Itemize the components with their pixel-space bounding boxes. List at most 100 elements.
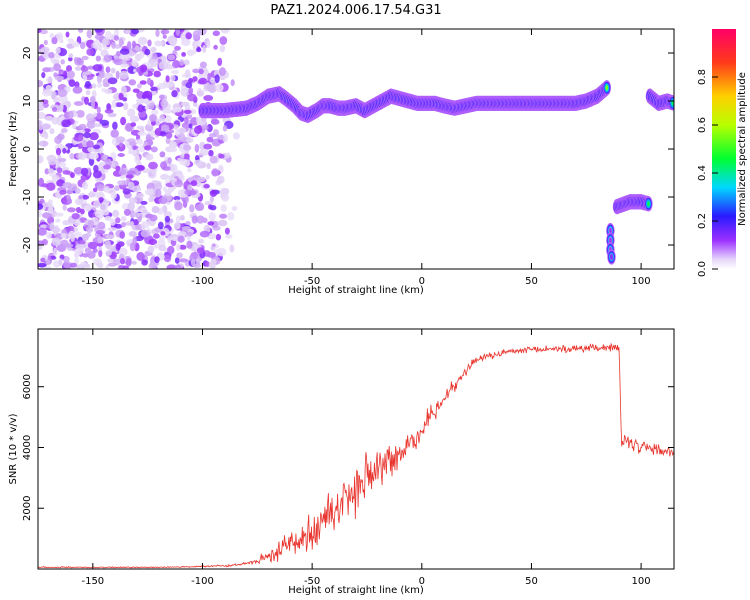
heatmap-cell bbox=[41, 72, 46, 79]
heatmap-cell bbox=[215, 233, 222, 241]
heatmap-cell bbox=[209, 196, 214, 203]
heatmap-cell bbox=[107, 262, 117, 267]
heatmap-cell bbox=[140, 200, 148, 205]
heatmap-cell bbox=[671, 100, 674, 106]
heatmap-cell bbox=[93, 123, 102, 128]
heatmap-cell bbox=[68, 79, 76, 87]
heatmap-cell bbox=[41, 183, 49, 188]
x-tick-label: 0 bbox=[419, 276, 425, 287]
heatmap-cell bbox=[196, 247, 205, 254]
heatmap-cell bbox=[103, 54, 113, 63]
heatmap-cell bbox=[104, 215, 112, 221]
heatmap-cell bbox=[128, 141, 137, 147]
heatmap-cell bbox=[154, 256, 160, 264]
heatmap-cell bbox=[117, 153, 125, 157]
heatmap-cell bbox=[61, 119, 72, 128]
heatmap-cell bbox=[171, 69, 179, 75]
heatmap-cell bbox=[144, 188, 154, 196]
heatmap-cell bbox=[73, 227, 79, 232]
heatmap-cell bbox=[114, 185, 120, 192]
heatmap-cell bbox=[165, 132, 173, 139]
snr-plot-frame bbox=[37, 328, 675, 570]
heatmap-cell bbox=[159, 94, 165, 100]
heatmap-cell bbox=[38, 210, 42, 217]
heatmap-cell bbox=[173, 221, 181, 230]
heatmap-cell bbox=[218, 153, 225, 159]
heatmap-cell bbox=[227, 211, 235, 221]
heatmap-cell bbox=[203, 95, 214, 101]
heatmap-cell bbox=[83, 132, 91, 139]
heatmap-cell bbox=[178, 258, 188, 263]
heatmap-cell bbox=[70, 233, 75, 243]
heatmap-cell bbox=[222, 133, 228, 143]
heatmap-cell bbox=[150, 46, 157, 53]
heatmap-cell bbox=[192, 30, 200, 40]
heatmap-cell bbox=[74, 248, 83, 256]
heatmap-cell bbox=[213, 44, 218, 50]
heatmap-cell bbox=[72, 86, 83, 94]
heatmap-cell bbox=[62, 147, 67, 154]
heatmap-cell bbox=[186, 137, 194, 143]
heatmap-cell bbox=[154, 243, 159, 249]
heatmap-cell bbox=[114, 29, 120, 37]
heatmap-cell bbox=[144, 145, 152, 151]
heatmap-cell bbox=[217, 175, 225, 184]
heatmap-cell bbox=[225, 152, 231, 159]
heatmap-cell bbox=[111, 41, 116, 49]
heatmap-cell bbox=[110, 129, 119, 138]
heatmap-cell bbox=[49, 32, 55, 39]
heatmap-cell bbox=[230, 79, 235, 87]
heatmap-cell bbox=[51, 94, 56, 100]
heatmap-cell bbox=[60, 232, 67, 239]
heatmap-cell bbox=[38, 263, 47, 268]
heatmap-cell bbox=[159, 131, 167, 137]
heatmap-cell bbox=[130, 122, 137, 127]
heatmap-cell bbox=[53, 247, 58, 256]
heatmap-cell bbox=[198, 238, 205, 244]
heatmap-cell bbox=[80, 208, 85, 215]
heatmap-cell bbox=[45, 259, 51, 266]
heatmap-cell bbox=[221, 193, 230, 202]
x-tick-label: 0 bbox=[419, 576, 425, 587]
heatmap-cell bbox=[185, 82, 193, 89]
y-tick-label: 20 bbox=[22, 47, 33, 60]
heatmap-cell bbox=[131, 59, 138, 67]
heatmap-cell bbox=[94, 29, 103, 33]
spectrogram-ylabel: Frequency (Hz) bbox=[8, 111, 19, 187]
heatmap-cell bbox=[225, 234, 233, 239]
heatmap-cell bbox=[183, 144, 192, 151]
heatmap-cell bbox=[206, 41, 211, 48]
heatmap-cell bbox=[202, 217, 208, 224]
heatmap-cell bbox=[160, 173, 170, 180]
heatmap-cell bbox=[196, 176, 206, 183]
heatmap-cell bbox=[48, 160, 57, 166]
heatmap-cell bbox=[169, 141, 177, 148]
heatmap-cell bbox=[46, 154, 57, 162]
heatmap-cell bbox=[609, 228, 612, 234]
heatmap-cell bbox=[204, 200, 214, 206]
heatmap-cell bbox=[187, 168, 192, 173]
heatmap-cell bbox=[150, 146, 158, 153]
heatmap-cell bbox=[74, 58, 84, 66]
snr-ticks: -150 -100 -50 0 50 100 2000 4000 6000 bbox=[22, 329, 674, 587]
heatmap-cell bbox=[92, 248, 98, 253]
heatmap-cell bbox=[85, 113, 95, 122]
heatmap-cell bbox=[170, 164, 178, 173]
figure-title: PAZ1.2024.006.17.54.G31 bbox=[270, 3, 441, 18]
heatmap-cell bbox=[206, 136, 214, 143]
heatmap-cell bbox=[229, 244, 235, 253]
heatmap-cell bbox=[220, 29, 230, 34]
heatmap-cell bbox=[140, 229, 151, 238]
heatmap-cell bbox=[219, 213, 228, 219]
heatmap-cell bbox=[67, 38, 75, 43]
heatmap-cell bbox=[63, 261, 73, 269]
heatmap-cell bbox=[76, 110, 85, 118]
heatmap-cell bbox=[51, 174, 60, 181]
heatmap-cell bbox=[134, 155, 140, 164]
heatmap-cell bbox=[119, 48, 130, 55]
heatmap-cell bbox=[160, 29, 170, 35]
heatmap-cell bbox=[132, 88, 140, 93]
heatmap-cell bbox=[72, 123, 77, 130]
x-tick-label: 100 bbox=[632, 276, 651, 287]
